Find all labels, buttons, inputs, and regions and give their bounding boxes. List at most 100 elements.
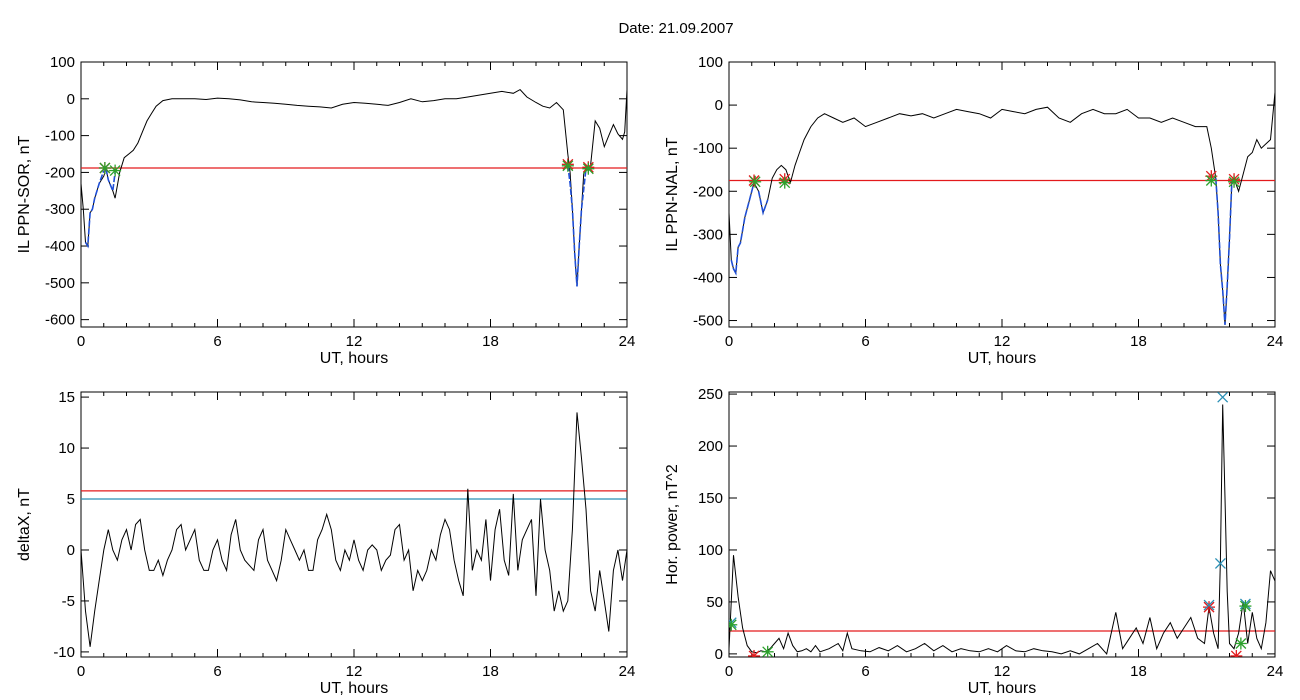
marker-green bbox=[109, 164, 122, 177]
y-tick-label: -300 bbox=[45, 201, 75, 218]
marker-red bbox=[1203, 601, 1216, 614]
plot-area bbox=[729, 392, 1275, 657]
y-tick-label: -5 bbox=[62, 593, 75, 610]
y-tick-label: 0 bbox=[715, 97, 723, 114]
marker-green bbox=[1205, 174, 1218, 187]
marker-green bbox=[582, 162, 595, 175]
marker-cyan bbox=[1217, 392, 1229, 403]
marker-red bbox=[748, 649, 761, 657]
y-axis-label: IL PPN-NAL, nT bbox=[664, 137, 681, 251]
y-tick-label: -300 bbox=[693, 226, 723, 243]
x-tick-label: 0 bbox=[77, 663, 85, 680]
plot-area bbox=[81, 88, 627, 287]
y-tick-label: 100 bbox=[50, 54, 75, 71]
x-tick-label: 24 bbox=[619, 663, 636, 680]
marker-green bbox=[561, 159, 574, 172]
y-tick-label: -10 bbox=[53, 644, 75, 661]
highlight-segment bbox=[84, 170, 105, 249]
x-tick-label: 18 bbox=[1130, 333, 1147, 350]
y-tick-label: -200 bbox=[693, 183, 723, 200]
x-axis-label: UT, hours bbox=[968, 680, 1036, 697]
panel-hor-power: 0 6 12 18 24 250 200 150 100 50 0 UT, hours Hor. pow… bbox=[664, 386, 1283, 697]
marker-green bbox=[98, 162, 111, 174]
x-axis-label: UT, hours bbox=[320, 350, 388, 367]
y-tick-label: 200 bbox=[698, 438, 723, 455]
x-tick-label: 24 bbox=[1267, 663, 1284, 680]
series-line bbox=[729, 404, 1275, 655]
x-tick-label: 12 bbox=[346, 333, 363, 350]
panel-deltax: 0 6 12 18 24 15 10 5 0 -5 -10 UT, hours deltaX, nT bbox=[16, 389, 635, 697]
marker-green bbox=[729, 618, 738, 631]
marker-stroke bbox=[1214, 558, 1226, 569]
y-tick-label: -100 bbox=[45, 128, 75, 145]
highlight-segment bbox=[567, 165, 587, 287]
marker-green bbox=[761, 645, 774, 657]
x-tick-label: 18 bbox=[482, 333, 499, 350]
y-tick-label: -500 bbox=[45, 275, 75, 292]
y-tick-label: -100 bbox=[693, 140, 723, 157]
marker-stroke bbox=[1217, 392, 1229, 403]
x-axis-label: UT, hours bbox=[968, 350, 1036, 367]
x-tick-label: 6 bbox=[213, 333, 221, 350]
marker-green bbox=[749, 175, 762, 188]
x-tick-label: 18 bbox=[482, 663, 499, 680]
marker-cyan bbox=[1214, 558, 1226, 569]
plot-frame bbox=[728, 391, 1276, 658]
x-tick-label: 24 bbox=[619, 333, 636, 350]
figure-title: Date: 21.09.2007 bbox=[618, 20, 733, 37]
plot-area bbox=[81, 412, 627, 647]
series-line bbox=[81, 412, 627, 647]
x-tick-label: 24 bbox=[1267, 333, 1284, 350]
highlight-segment bbox=[730, 182, 755, 276]
y-tick-label: -600 bbox=[45, 312, 75, 329]
x-tick-label: 0 bbox=[725, 663, 733, 680]
x-tick-label: 0 bbox=[77, 333, 85, 350]
y-tick-label: 0 bbox=[67, 542, 75, 559]
y-tick-label: 0 bbox=[715, 646, 723, 663]
y-tick-label: -400 bbox=[45, 238, 75, 255]
x-tick-label: 6 bbox=[861, 663, 869, 680]
series-line bbox=[81, 88, 627, 287]
plot-frame bbox=[80, 391, 628, 658]
plot-frame bbox=[80, 61, 628, 328]
y-tick-label: -200 bbox=[45, 164, 75, 181]
x-tick-label: 12 bbox=[994, 663, 1011, 680]
marker-green bbox=[1239, 600, 1252, 613]
marker-stroke bbox=[1203, 599, 1215, 611]
x-tick-label: 6 bbox=[861, 333, 869, 350]
marker-green bbox=[1234, 637, 1247, 650]
x-tick-label: 12 bbox=[346, 663, 363, 680]
marker-cyan bbox=[1203, 599, 1215, 611]
y-tick-label: 50 bbox=[706, 594, 723, 611]
y-axis-label: Hor. power, nT^2 bbox=[664, 464, 681, 585]
highlight-segment bbox=[1215, 178, 1233, 325]
marker-green bbox=[778, 176, 791, 189]
panel-ppn-sor: 0 6 12 18 24 100 0 -100 -200 -300 -400 -500 -600 UT, … bbox=[16, 54, 635, 367]
y-tick-label: 100 bbox=[698, 542, 723, 559]
x-tick-label: 18 bbox=[1130, 663, 1147, 680]
y-tick-label: 250 bbox=[698, 386, 723, 403]
y-tick-label: 10 bbox=[58, 440, 75, 457]
marker-red bbox=[1230, 649, 1243, 657]
highlight-segment bbox=[105, 168, 116, 194]
plot-frame bbox=[728, 61, 1276, 328]
y-tick-label: 5 bbox=[67, 491, 75, 508]
y-tick-label: -400 bbox=[693, 269, 723, 286]
y-tick-label: 0 bbox=[67, 91, 75, 108]
y-tick-label: 100 bbox=[698, 54, 723, 71]
x-tick-label: 0 bbox=[725, 333, 733, 350]
y-tick-label: 150 bbox=[698, 490, 723, 507]
x-tick-label: 12 bbox=[994, 333, 1011, 350]
plot-area bbox=[729, 92, 1275, 325]
y-axis-label: deltaX, nT bbox=[16, 488, 33, 561]
y-tick-label: 15 bbox=[58, 389, 75, 406]
y-tick-label: -500 bbox=[693, 313, 723, 330]
marker-green bbox=[1228, 175, 1241, 188]
x-axis-label: UT, hours bbox=[320, 680, 388, 697]
panel-ppn-nal: 0 6 12 18 24 100 0 -100 -200 -300 -400 -500 UT, hour… bbox=[664, 54, 1283, 367]
x-tick-label: 6 bbox=[213, 663, 221, 680]
highlight-segment bbox=[757, 191, 769, 216]
series-line bbox=[729, 92, 1275, 325]
y-axis-label: IL PPN-SOR, nT bbox=[16, 135, 33, 253]
